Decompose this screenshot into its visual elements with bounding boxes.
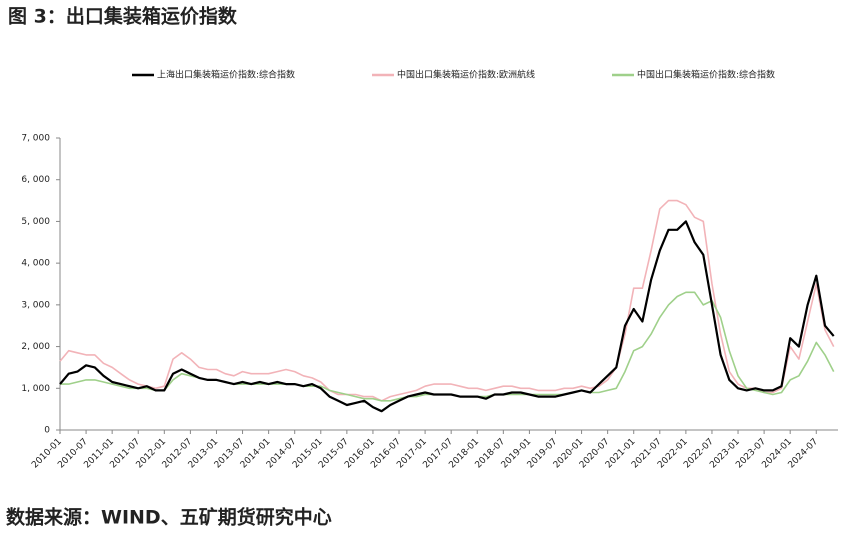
- source-note: 数据来源：WIND、五矿期货研究中心: [6, 506, 332, 529]
- y-tick-label: 6, 000: [21, 175, 50, 185]
- y-tick-label: 7, 000: [21, 134, 50, 144]
- y-tick-label: 2, 000: [21, 342, 50, 352]
- legend-label: 上海出口集装箱运价指数:综合指数: [157, 69, 295, 81]
- series-line: [59, 220, 835, 413]
- y-tick-label: 5, 000: [21, 217, 50, 227]
- y-tick-label: 0: [44, 426, 50, 436]
- chart-title: 图 3：出口集装箱运价指数: [8, 5, 238, 28]
- y-tick-label: 1, 000: [21, 384, 50, 394]
- series-line: [59, 199, 835, 402]
- legend-label: 中国出口集装箱运价指数:欧洲航线: [397, 69, 535, 81]
- y-tick-label: 4, 000: [21, 259, 50, 269]
- y-tick-label: 3, 000: [21, 300, 50, 310]
- legend-label: 中国出口集装箱运价指数:综合指数: [637, 69, 775, 81]
